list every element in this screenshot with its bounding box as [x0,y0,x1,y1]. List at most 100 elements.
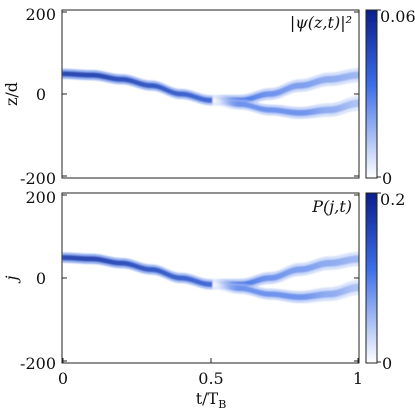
panel-top: 200 0 -200 z/d |ψ(z,t)|² 0.06 0 [2,5,415,188]
heatmap-cell [240,286,243,292]
heatmap-cell [212,281,216,288]
heatmap-cell [273,107,277,113]
heatmap-cell [234,101,237,107]
heatmap-cell [317,261,320,269]
heatmap-cell [220,99,223,105]
y-tick-label: -200 [20,354,56,373]
heatmap-cell [267,291,271,297]
heatmap-cell [291,83,295,90]
heatmap-cell [297,109,301,116]
heatmap-cell [307,293,311,300]
heatmap-cell [178,275,182,281]
heatmap-cell [321,76,324,84]
heatmap-cell [230,285,233,291]
heatmap-cell [216,98,220,104]
heatmap-cell [309,293,313,300]
heatmap-cell [275,291,279,298]
heatmap-cell [141,265,144,271]
heatmap-cell [345,286,348,294]
heatmap-cell [161,269,164,275]
heatmap-cell [333,75,336,83]
heatmap-cell [317,77,320,85]
heatmap-cell [265,291,269,297]
heatmap-cell [250,287,253,293]
heatmap-cell [277,273,281,280]
heatmap-cell [155,83,158,89]
heatmap-cell [180,275,184,281]
heatmap-cell [258,92,261,99]
heatmap-cell [279,292,283,298]
heatmap-cell [218,282,221,288]
heatmap-cell [214,282,218,288]
heatmap-cell [170,89,174,95]
heatmap-cell [283,270,287,277]
heatmap-cell [261,91,265,98]
heatmap-cell [63,71,67,77]
heatmap-cell [337,289,340,297]
heatmap-cell [301,82,305,89]
heatmap-cell [153,83,156,89]
heatmap-cell [198,279,202,286]
colorbar-min-label: 0 [382,354,392,373]
heatmap-cell [252,104,255,110]
heatmap-cell [248,96,251,102]
heatmap-cell [224,99,227,105]
heatmap-cell [188,276,192,282]
heatmap-cell [184,91,188,97]
heatmap-cell [263,291,267,297]
y-ticks-bottom [62,194,359,362]
heatmap-cell [75,71,79,77]
y-axis-label-bottom: j [2,275,21,283]
heatmap-cell [307,264,311,272]
heatmap-cell [293,109,297,116]
heatmap-cell [287,109,291,115]
heatmap-cell [260,106,263,112]
heatmap-cell [281,292,285,299]
heatmap-cell [103,74,107,80]
heatmap-cell [135,79,138,85]
heatmap-cell [214,98,218,104]
heatmap-cell [117,76,121,82]
heatmap-cell [99,257,103,263]
y-axis-label-top: z/d [2,82,21,106]
heatmap-cell [129,78,132,84]
heatmap-cell [355,99,358,108]
heatmap-cell [293,293,297,300]
heatmap-cell [355,255,358,263]
heatmap-cell [230,101,233,107]
heatmap-cell [172,274,176,280]
heatmap-cell [254,278,257,285]
heatmap-cell [341,257,344,265]
heatmap-cell [315,292,319,299]
heatmap-cell [75,255,79,261]
heatmap-cell [69,71,73,77]
heatmap-cell [317,107,320,115]
heatmap-cell [297,82,301,89]
heatmap-cell [343,287,346,295]
heatmap-cell [269,291,273,297]
heatmap-cell [293,83,297,90]
heatmap-cell [113,76,117,82]
heatmap-cell [331,290,334,298]
heatmap-cell [258,276,261,283]
heatmap-cell [97,256,101,262]
heatmap-cell [353,99,356,108]
heatmap-cell [291,267,295,274]
colorbar-max-label: 0.06 [380,7,415,26]
heatmap-cell [343,103,346,111]
heatmap-cell [127,261,130,267]
colorbar-min-label: 0 [382,169,392,188]
heatmap-cell [263,106,267,113]
heatmap-cell [261,275,265,282]
heatmap-cell [176,91,180,97]
heatmap-cell [244,286,247,292]
heatmap-cell [113,260,117,266]
heatmap-cell [331,75,334,83]
heatmap-cell [170,273,174,279]
heatmap-cell [260,276,263,283]
heatmap-tracks-bottom [62,251,359,304]
heatmap-cell [196,95,200,101]
heatmap-cell [244,102,247,108]
heatmap-cell [137,264,140,270]
